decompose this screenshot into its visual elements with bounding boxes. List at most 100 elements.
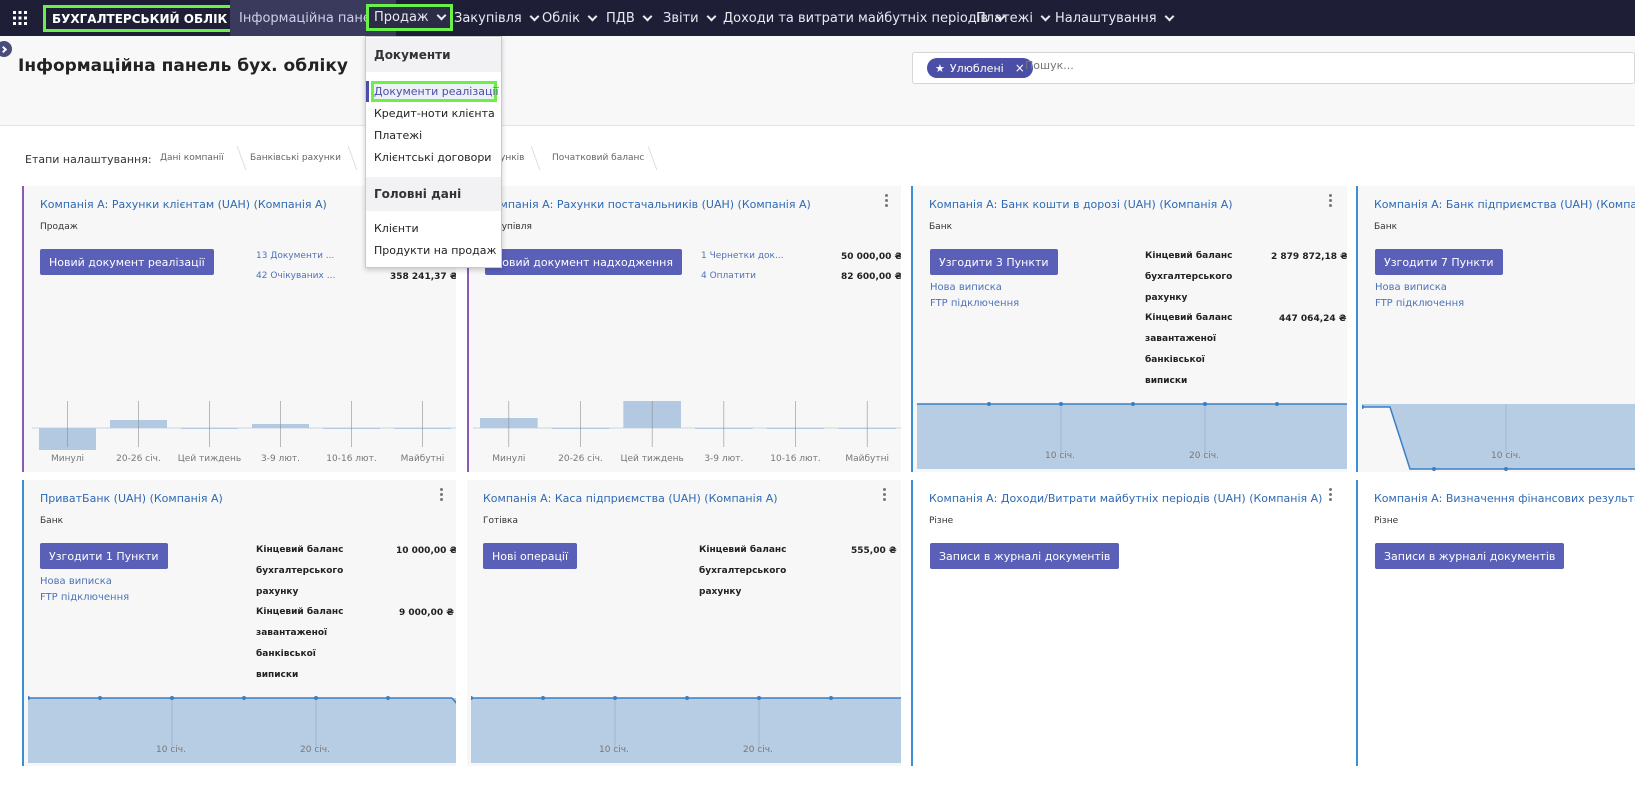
card-title[interactable]: Компанія А: Рахунки постачальників (UAH)… [485,198,811,211]
card-title[interactable]: ПриватБанк (UAH) (Компанія А) [40,492,223,505]
draft-bills-link[interactable]: 1 Чернетки док... [701,251,784,261]
nav-vat[interactable]: ПДВ [598,0,659,36]
step-opening-balance[interactable]: Початковий баланс [552,153,645,163]
x-tick-label: 20-26 січ. [558,454,603,464]
nav-settings-label: Налаштування [1055,10,1157,26]
journal-card-cash: Компанія А: Каса підприємства (UAH) (Ком… [467,480,901,766]
card-title[interactable]: Компанія А: Банк підприємства (UAH) (Ком… [1374,198,1635,211]
ftp-connection-link[interactable]: FTP підключення [40,592,130,603]
balance-value: 555,00 ₴ [851,546,897,556]
nav-purchase-label: Закупівля [454,10,522,26]
card-title[interactable]: Компанія А: Банк кошти в дорозі (UAH) (К… [929,198,1233,211]
favorites-chip-label: Улюблені [949,61,1004,75]
close-icon[interactable]: × [1014,61,1025,75]
balance-value: 10 000,00 ₴ [396,546,456,556]
balance-label: Кінцевий баланс бухгалтерського рахунку [1145,251,1233,303]
kebab-menu-icon[interactable] [883,488,887,502]
app-brand[interactable]: БУХГАЛТЕРСЬКИЙ ОБЛІК [43,5,237,32]
nav-vat-label: ПДВ [606,10,635,26]
kebab-menu-icon[interactable] [1329,194,1333,208]
x-tick-label: Минулі [492,454,525,464]
menu-item-payments[interactable]: Платежі [374,129,423,142]
step-chart-of-accounts[interactable]: унків [500,153,525,163]
card-title[interactable]: Компанія А: Каса підприємства (UAH) (Ком… [483,492,778,505]
top-navbar: БУХГАЛТЕРСЬКИЙ ОБЛІК Інформаційна панель… [0,0,1635,36]
card-title[interactable]: Компанія А: Визначення фінансових резуль… [1374,492,1635,505]
x-tick-label: 10-16 лют. [326,454,376,464]
card-title[interactable]: Компанія А: Рахунки клієнтам (UAH) (Комп… [40,198,327,211]
journal-entries-button[interactable]: Записи в журналі документів [1375,543,1565,569]
card-type: Банк [929,222,953,232]
card-type: Закупівля [485,222,532,232]
nav-deferred[interactable]: Доходи та витрати майбутніх періодів [715,0,1012,36]
step-separator [338,146,358,170]
dropdown-section-master-data: Головні дані [366,177,501,211]
kebab-menu-icon[interactable] [885,194,889,208]
x-tick: 20 січ. [743,745,773,755]
setup-steps-label: Етапи налаштування: [25,153,152,166]
card-type: Різне [1374,516,1399,526]
journal-entries-button[interactable]: Записи в журналі документів [930,543,1120,569]
setup-steps-bar: Етапи налаштування: Дані компанії Банків… [0,140,1635,178]
to-pay-amount: 82 600,00 ₴ [841,272,901,282]
bills-bar-chart: Минулі 20-26 січ. Цей тиждень 3-9 лют. 10-16… [473,401,901,464]
x-tick-label: 10-16 лют. [770,454,820,464]
nav-purchase[interactable]: Закупівля [446,0,546,36]
nav-sales[interactable]: Продаж [366,4,453,31]
search-input[interactable] [1025,59,1605,72]
dropdown-section-documents: Документи [366,38,501,72]
menu-item-products[interactable]: Продукти на продаж [374,244,497,257]
menu-item-credit-notes[interactable]: Кредит-ноти клієнта [374,107,495,120]
card-type: Продаж [40,222,78,232]
bank-line-chart [917,402,1347,469]
nav-settings[interactable]: Налаштування [1047,0,1181,36]
menu-item-sales-documents[interactable]: Документи реалізації [374,85,499,98]
reconcile-button[interactable]: Узгодити 7 Пункти [1375,249,1503,275]
step-company-data[interactable]: Дані компанії [160,153,224,163]
nav-payments[interactable]: Платежі [968,0,1057,36]
menu-item-customer-contracts[interactable]: Клієнтські договори [374,151,492,164]
new-invoice-button[interactable]: Новий документ реалізації [40,249,214,275]
x-tick-label: Цей тиждень [620,454,683,464]
nav-accounting-label: Облік [542,10,581,26]
reconcile-button[interactable]: Узгодити 3 Пункти [930,249,1058,275]
chevron-down-icon [642,11,653,21]
search-box[interactable]: ★ Улюблені × [912,52,1635,84]
bank-line-chart [1362,404,1635,471]
nav-reports[interactable]: Звіти [655,0,723,36]
new-statement-link[interactable]: Нова виписка [40,576,112,587]
balance-value: 2 879 872,18 ₴ [1271,252,1347,262]
journal-card-bank: Компанія А: Банк підприємства (UAH) (Ком… [1356,186,1635,472]
reconcile-button[interactable]: Узгодити 1 Пункти [40,543,168,569]
statement-balance-label: Кінцевий баланс завантаженої банківської… [256,607,344,680]
cash-line-chart [471,696,901,763]
kebab-menu-icon[interactable] [440,488,444,502]
card-type: Банк [1374,222,1398,232]
new-statement-link[interactable]: Нова виписка [1375,282,1447,293]
favorites-filter-chip[interactable]: ★ Улюблені × [927,58,1033,78]
to-pay-link[interactable]: 4 Оплатити [701,271,757,281]
x-tick: 10 січ. [1491,451,1521,461]
ftp-connection-link[interactable]: FTP підключення [1375,298,1465,309]
new-statement-link[interactable]: Нова виписка [930,282,1002,293]
statement-balance-value: 9 000,00 ₴ [399,608,454,618]
x-tick-label: 3-9 лют. [261,454,300,464]
statement-balance-value: 447 064,24 ₴ [1279,314,1347,324]
nav-accounting[interactable]: Облік [534,0,604,36]
step-bank-accounts[interactable]: Банківські рахунки [250,153,341,163]
x-tick-label: Майбутні [401,454,445,464]
awaiting-payment-link[interactable]: 42 Очікуваних ... [256,271,336,281]
kebab-menu-icon[interactable] [1329,488,1333,502]
new-transactions-button[interactable]: Нові операції [483,543,578,569]
ftp-connection-link[interactable]: FTP підключення [930,298,1020,309]
bank-line-chart [28,696,456,763]
menu-item-customers[interactable]: Клієнти [374,222,419,235]
draft-invoices-link[interactable]: 13 Документи ... [256,251,335,261]
sidebar-toggle-icon[interactable] [0,41,12,57]
awaiting-amount: 358 241,37 ₴ [390,272,456,282]
new-bill-button[interactable]: Новий документ надходження [485,249,682,275]
apps-menu-icon[interactable] [0,0,40,36]
active-item-indicator [366,81,369,102]
x-tick: 20 січ. [1189,451,1219,461]
card-title[interactable]: Компанія А: Доходи/Витрати майбутніх пер… [929,492,1323,505]
